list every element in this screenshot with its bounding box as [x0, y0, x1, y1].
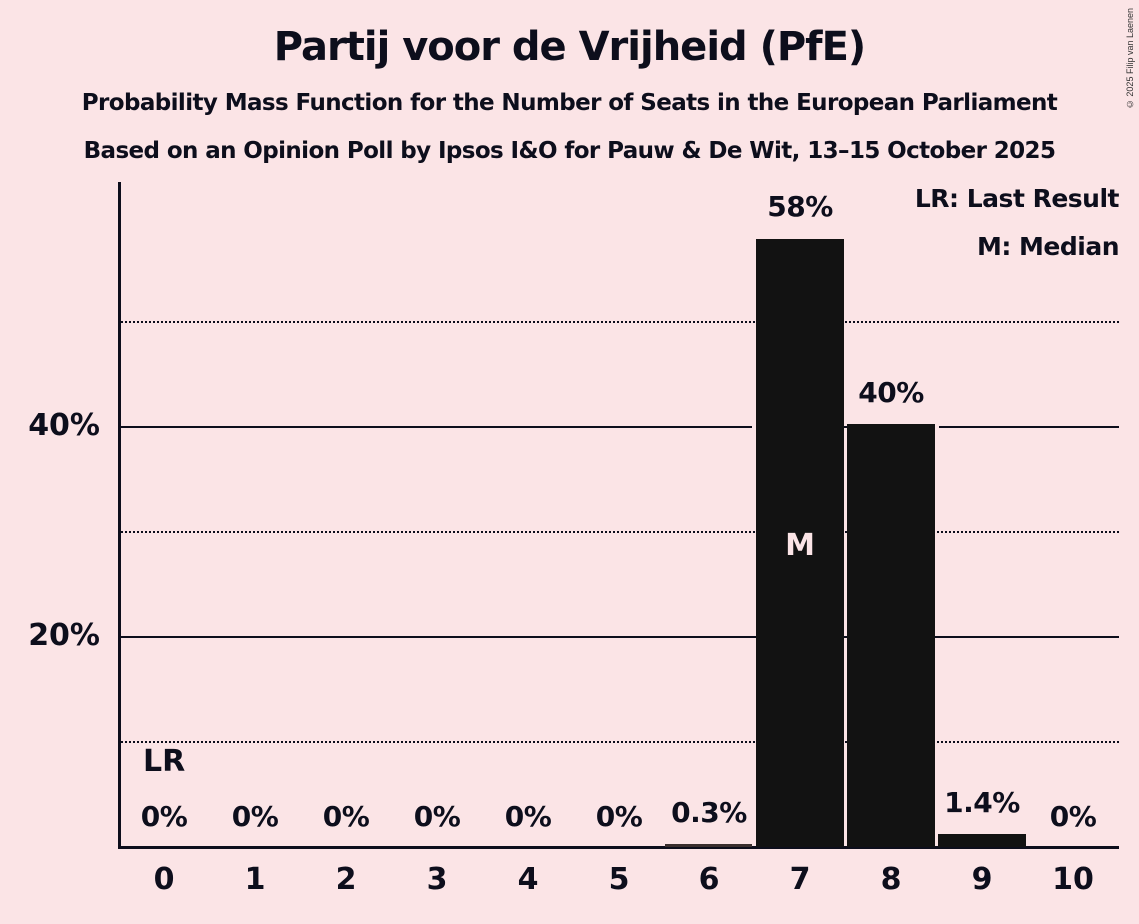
bar-9: [938, 834, 1026, 847]
legend-last-result: LR: Last Result: [914, 184, 1120, 213]
last-result-marker: LR: [143, 744, 186, 779]
x-tick-1: 1: [244, 862, 266, 897]
x-tick-2: 2: [335, 862, 357, 897]
x-tick-4: 4: [517, 862, 539, 897]
bar-label-0: 0%: [140, 800, 188, 833]
x-axis: [118, 846, 1119, 849]
gridline-10: [121, 741, 1119, 743]
chart-title: Partij voor de Vrijheid (PfE): [273, 24, 866, 70]
chart-source: Based on an Opinion Poll by Ipsos I&O fo…: [83, 138, 1056, 164]
x-tick-9: 9: [971, 862, 993, 897]
x-tick-8: 8: [880, 862, 902, 897]
bar-label-4: 0%: [504, 800, 552, 833]
chart-subtitle: Probability Mass Function for the Number…: [81, 90, 1058, 116]
x-tick-5: 5: [608, 862, 630, 897]
gridline-20: [121, 636, 1119, 638]
x-tick-3: 3: [426, 862, 448, 897]
gridline-30: [121, 531, 1119, 533]
bar-7: [756, 239, 844, 847]
bar-label-2: 0%: [322, 800, 370, 833]
y-tick-20: 20%: [28, 618, 100, 653]
y-tick-40: 40%: [28, 408, 100, 443]
gridline-50: [121, 321, 1119, 323]
bar-label-10: 0%: [1049, 800, 1097, 833]
y-axis: [118, 182, 121, 849]
bar-label-7: 58%: [767, 190, 833, 223]
bar-label-9: 1.4%: [944, 786, 1020, 819]
x-tick-7: 7: [789, 862, 811, 897]
x-tick-6: 6: [698, 862, 720, 897]
gridline-40: [121, 426, 1119, 428]
bar-label-8: 40%: [858, 376, 924, 409]
gridline-gap: [935, 420, 939, 432]
bar-8: [847, 424, 935, 847]
bar-label-6: 0.3%: [671, 796, 747, 829]
median-marker: M: [785, 528, 815, 563]
gridline-gap: [752, 420, 756, 432]
bar-label-3: 0%: [413, 800, 461, 833]
legend-median: M: Median: [976, 232, 1120, 261]
bar-label-1: 0%: [231, 800, 279, 833]
x-tick-10: 10: [1052, 862, 1094, 897]
bar-6: [665, 844, 752, 847]
x-tick-0: 0: [153, 862, 175, 897]
bar-label-5: 0%: [595, 800, 643, 833]
